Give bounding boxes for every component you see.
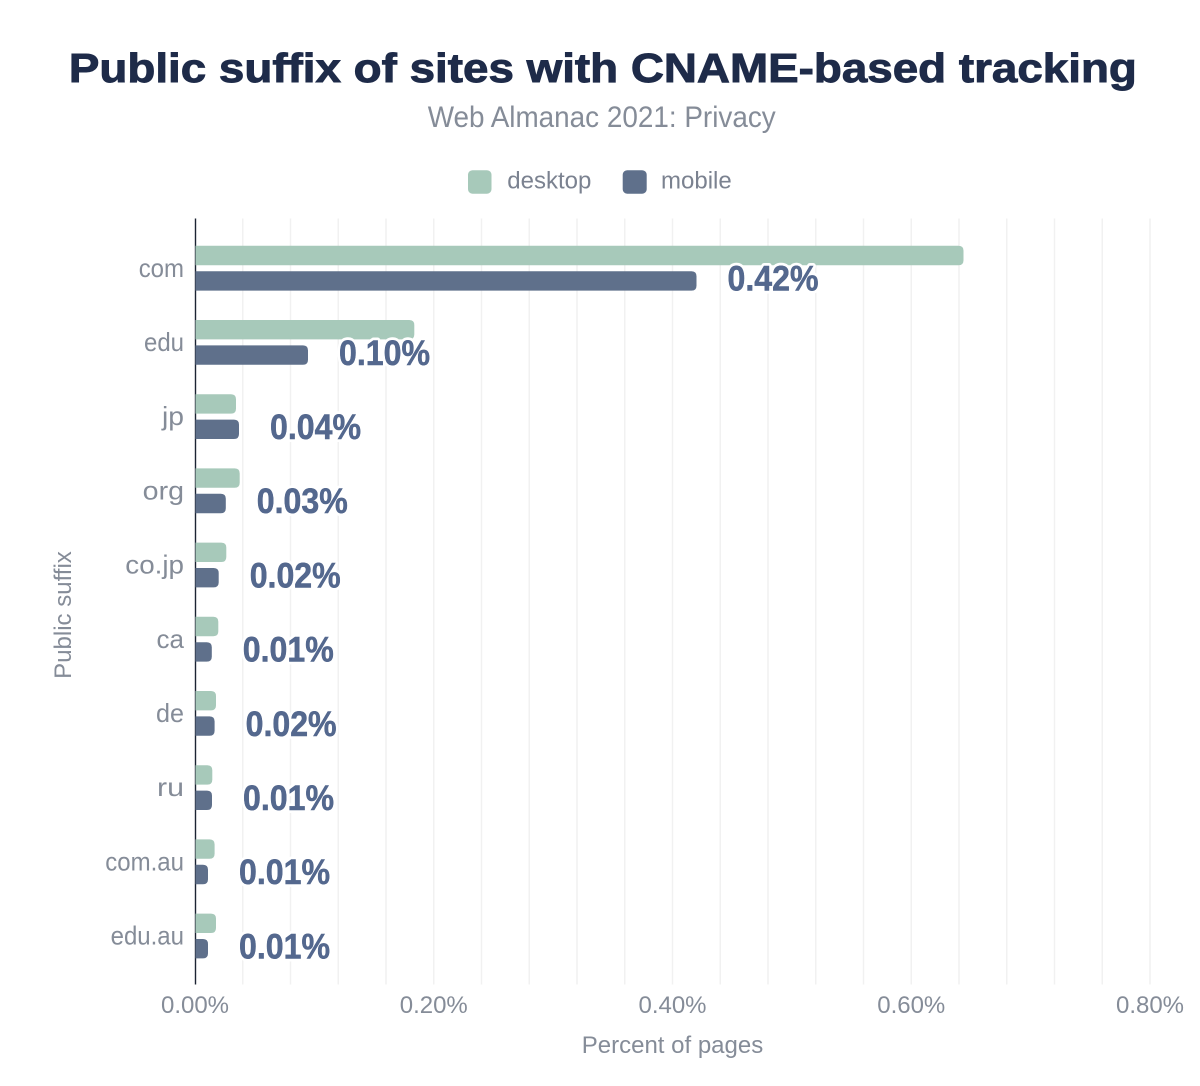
svg-text:0.01%: 0.01% — [239, 927, 330, 966]
svg-text:org: org — [143, 475, 184, 505]
svg-text:0.01%: 0.01% — [243, 779, 334, 818]
svg-text:Public suffix: Public suffix — [50, 551, 77, 679]
svg-text:0.01%: 0.01% — [239, 927, 330, 966]
svg-text:desktop: desktop — [507, 168, 591, 195]
svg-text:0.01%: 0.01% — [243, 779, 334, 818]
svg-text:0.02%: 0.02% — [246, 705, 337, 744]
svg-text:0.20%: 0.20% — [400, 992, 468, 1019]
svg-text:0.40%: 0.40% — [638, 992, 706, 1019]
svg-text:mobile: mobile — [661, 168, 732, 195]
svg-text:0.03%: 0.03% — [257, 482, 348, 521]
svg-text:0.60%: 0.60% — [877, 992, 945, 1019]
svg-text:0.02%: 0.02% — [246, 705, 337, 744]
svg-text:Web Almanac 2021: Privacy: Web Almanac 2021: Privacy — [428, 101, 776, 134]
svg-text:0.02%: 0.02% — [250, 556, 341, 595]
svg-text:0.01%: 0.01% — [239, 853, 330, 892]
svg-text:Percent of pages: Percent of pages — [582, 1032, 763, 1059]
svg-text:jp: jp — [161, 401, 184, 431]
svg-text:0.01%: 0.01% — [243, 631, 334, 670]
svg-text:0.01%: 0.01% — [243, 631, 334, 670]
svg-text:edu.au: edu.au — [111, 921, 184, 951]
svg-text:0.04%: 0.04% — [270, 408, 361, 447]
svg-text:com.au: com.au — [105, 846, 184, 876]
svg-text:0.10%: 0.10% — [339, 334, 430, 373]
svg-text:com: com — [139, 253, 184, 283]
svg-text:co.jp: co.jp — [125, 550, 184, 580]
svg-text:0.80%: 0.80% — [1116, 992, 1184, 1019]
svg-text:0.01%: 0.01% — [239, 853, 330, 892]
svg-text:0.42%: 0.42% — [728, 260, 819, 299]
svg-text:0.04%: 0.04% — [270, 408, 361, 447]
svg-text:0.00%: 0.00% — [161, 992, 229, 1019]
svg-text:edu: edu — [144, 327, 184, 357]
svg-text:ru: ru — [157, 772, 184, 802]
svg-text:0.42%: 0.42% — [728, 260, 819, 299]
svg-text:0.03%: 0.03% — [257, 482, 348, 521]
svg-text:de: de — [156, 698, 184, 728]
svg-text:0.10%: 0.10% — [339, 334, 430, 373]
svg-text:ca: ca — [157, 624, 185, 654]
svg-text:0.02%: 0.02% — [250, 556, 341, 595]
svg-text:Public suffix of sites with CN: Public suffix of sites with CNAME-based … — [69, 45, 1137, 91]
